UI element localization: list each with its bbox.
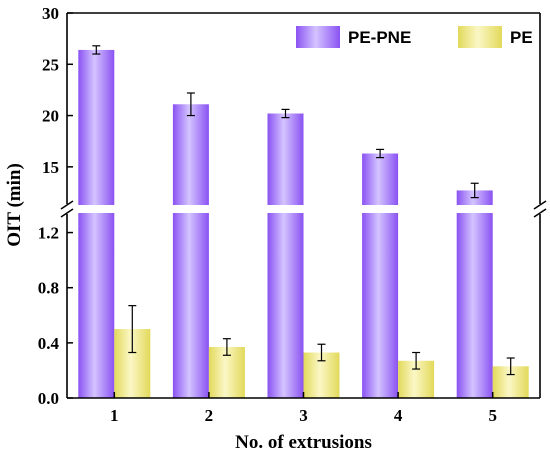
error-bar-pe-3 — [317, 343, 326, 362]
error-bar-pe-5 — [506, 357, 515, 376]
legend-label-pe-pne: PE-PNE — [348, 28, 411, 47]
legend-swatch-pe — [458, 26, 502, 48]
x-tick-label-4: 4 — [394, 406, 403, 425]
y-tick-label-lower-1.2: 1.2 — [38, 224, 59, 243]
break-mark-left-upper — [60, 208, 74, 218]
axis-break — [59, 200, 548, 218]
error-bar-pe-pne-2 — [186, 92, 195, 117]
bar-pe-pne-5 — [456, 190, 493, 398]
bar-pe-pne-2 — [172, 104, 209, 399]
break-mark-right-upper — [533, 208, 547, 218]
error-bar-pe-pne-3 — [281, 108, 290, 119]
error-bar-pe-pne-1 — [92, 45, 101, 55]
axis-break-gap — [59, 205, 548, 213]
y-tick-label-upper-30: 30 — [42, 4, 59, 23]
y-axis-title: OIT (min) — [4, 163, 25, 247]
error-bar-pe-pne-4 — [376, 148, 385, 159]
legend-label-pe: PE — [510, 28, 533, 47]
error-bar-pe-pne-5 — [470, 182, 479, 199]
break-mark-left-lower — [60, 200, 74, 210]
legend: PE-PNE PE — [296, 26, 533, 48]
y-tick-label-upper-20: 20 — [42, 107, 59, 126]
x-tick-label-3: 3 — [299, 406, 308, 425]
break-mark-right-lower — [533, 200, 547, 210]
bar-pe-pne-1 — [78, 49, 115, 399]
y-tick-label-lower-0.8: 0.8 — [38, 279, 59, 298]
error-bar-pe-2 — [222, 338, 231, 356]
x-axis-title: No. of extrusions — [235, 432, 372, 453]
bar-pe-pne-4 — [362, 153, 399, 398]
x-tick-label-1: 1 — [110, 406, 119, 425]
bar-pe-pne-3 — [267, 113, 304, 398]
y-tick-label-lower-0.4: 0.4 — [38, 334, 60, 353]
y-tick-label-lower-0.0: 0.0 — [38, 389, 59, 408]
error-bar-pe-1 — [128, 305, 137, 354]
y-tick-label-upper-15: 15 — [42, 158, 59, 177]
error-bars-layer — [92, 45, 515, 376]
error-bar-pe-4 — [412, 351, 421, 370]
y-tick-label-upper-25: 25 — [42, 55, 59, 74]
tick-labels: 0.0 0.4 0.8 1.2 15 20 25 30 1 2 3 4 5 — [38, 4, 497, 425]
bars-layer — [78, 49, 529, 399]
x-tick-label-2: 2 — [205, 406, 214, 425]
x-tick-label-5: 5 — [488, 406, 497, 425]
legend-swatch-pe-pne — [296, 26, 340, 48]
